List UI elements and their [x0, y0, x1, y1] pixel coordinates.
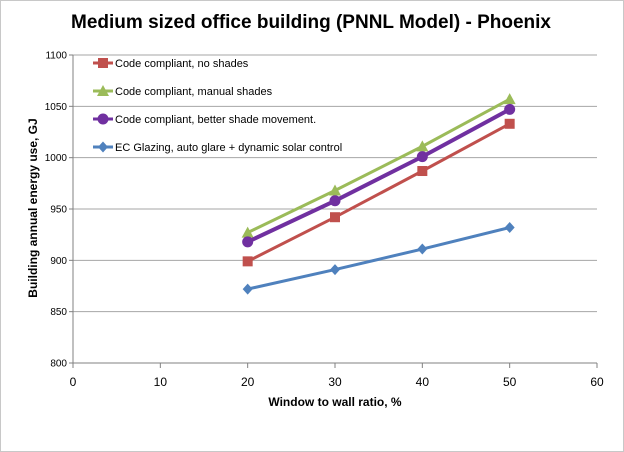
y-tick-1100: 1100 — [45, 51, 67, 62]
legend-marker-1 — [98, 58, 108, 68]
series-1-point-4 — [504, 118, 515, 129]
legend-marker-2 — [97, 85, 109, 96]
y-tick-950: 950 — [50, 205, 67, 216]
y-tick-1000: 1000 — [45, 153, 68, 164]
series-4-point-4 — [504, 221, 515, 233]
series-2-point-4 — [503, 93, 516, 105]
series-2 — [241, 93, 516, 238]
series-2-point-3 — [416, 140, 429, 152]
y-tick-800: 800 — [50, 359, 67, 370]
series-group — [241, 93, 516, 295]
series-1-point-3 — [417, 166, 428, 177]
x-axis-title: Window to wall ratio, % — [268, 395, 402, 409]
legend-label-2: Code compliant, manual shades — [115, 86, 273, 98]
series-4-point-2 — [330, 264, 340, 276]
x-tick-30: 30 — [328, 375, 342, 389]
series-4-point-1 — [242, 283, 253, 295]
y-tick-1050: 1050 — [45, 102, 68, 113]
x-tick-40: 40 — [416, 375, 430, 389]
series-2-line — [247, 97, 511, 234]
x-tick-10: 10 — [154, 375, 168, 389]
series-4-point-3 — [417, 243, 428, 255]
gridlines — [73, 54, 597, 313]
y-tick-labels: 800 850 900 950 1000 1050 1100 — [45, 51, 68, 370]
legend: Code compliant, no shades Code compliant,… — [93, 58, 342, 154]
series-3 — [242, 103, 516, 248]
series-3-point-1 — [242, 236, 254, 248]
legend-item-3: Code compliant, better shade movement. — [93, 113, 316, 126]
y-axis-title: Building annual energy use, GJ — [26, 118, 40, 297]
series-1-point-1 — [242, 256, 253, 267]
legend-label-4: EC Glazing, auto glare + dynamic solar c… — [115, 142, 342, 154]
legend-marker-4 — [98, 141, 108, 153]
series-1-line — [246, 122, 511, 263]
legend-item-2: Code compliant, manual shades — [93, 85, 273, 98]
legend-marker-3 — [97, 113, 109, 125]
axes — [69, 54, 598, 368]
series-1-point-2 — [330, 212, 340, 223]
y-tick-850: 850 — [50, 307, 67, 318]
x-tick-labels: 0 10 20 30 40 50 60 — [70, 375, 604, 389]
legend-item-1: Code compliant, no shades — [93, 58, 249, 70]
series-2-point-1 — [241, 226, 254, 238]
x-tick-20: 20 — [241, 375, 255, 389]
series-4 — [242, 221, 515, 295]
legend-item-4: EC Glazing, auto glare + dynamic solar c… — [93, 141, 342, 154]
series-2-point-2 — [329, 184, 341, 196]
chart-title: Medium sized office building (PNNL Model… — [71, 12, 551, 33]
x-tick-60: 60 — [590, 375, 604, 389]
series-3-line — [246, 107, 511, 244]
series-3-point-2 — [329, 195, 341, 207]
legend-label-3: Code compliant, better shade movement. — [115, 114, 316, 126]
series-1 — [242, 118, 515, 267]
x-tick-50: 50 — [503, 375, 517, 389]
series-3-point-3 — [416, 151, 428, 163]
legend-label-1: Code compliant, no shades — [115, 58, 249, 70]
series-4-line — [247, 226, 511, 291]
y-tick-900: 900 — [50, 256, 67, 267]
x-tick-0: 0 — [70, 375, 77, 389]
series-3-point-4 — [504, 103, 516, 115]
